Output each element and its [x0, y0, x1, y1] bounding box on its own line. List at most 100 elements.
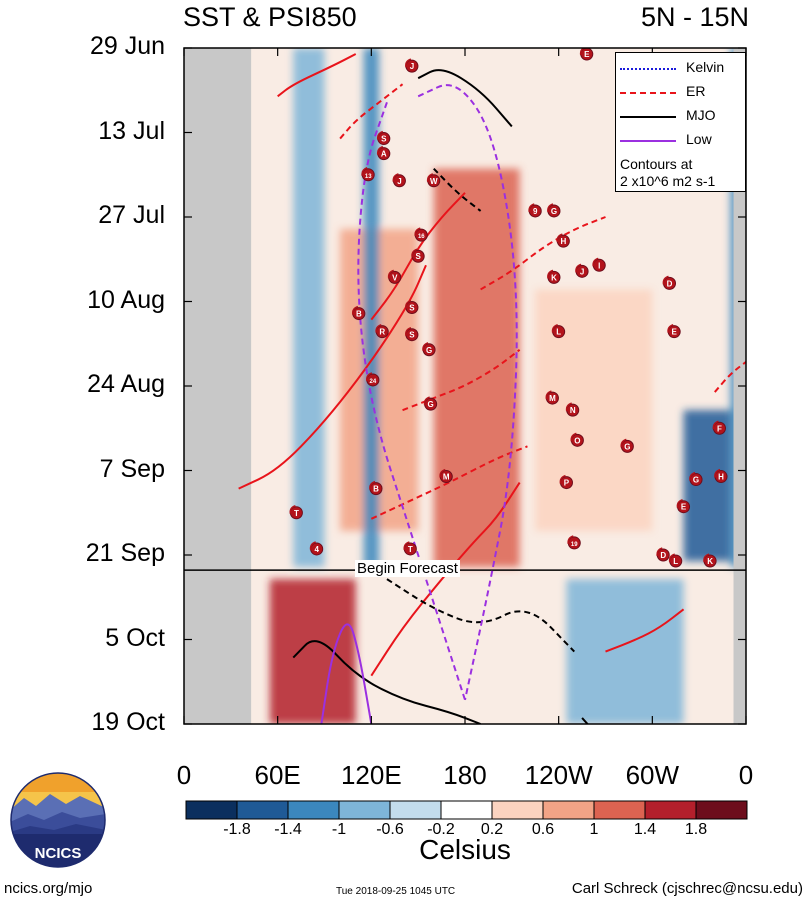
- colorbar-swatch: [389, 800, 442, 820]
- colorbar-tick-label: -0.6: [376, 821, 404, 838]
- storm-marker: D: [656, 547, 670, 562]
- colorbar-swatch: [644, 800, 697, 820]
- storm-marker: L: [668, 553, 683, 568]
- storm-marker: G: [422, 342, 436, 357]
- x-tick-label: 180: [443, 760, 487, 790]
- land-mask: [184, 48, 252, 724]
- x-tick-label: 60E: [254, 760, 301, 790]
- contour-mjo: [417, 69, 513, 128]
- y-tick-label: 7 Sep: [99, 454, 165, 483]
- storm-marker: N: [565, 402, 580, 417]
- storm-marker: 9: [528, 203, 542, 218]
- contour-er: [402, 348, 521, 412]
- storm-marker: H: [556, 233, 570, 248]
- storm-marker: R: [375, 323, 389, 339]
- svg-text:S: S: [409, 304, 415, 313]
- colorbar-swatch: [338, 800, 391, 820]
- contour-low: [417, 84, 518, 701]
- svg-text:E: E: [584, 50, 590, 59]
- contour-mjo: [386, 578, 575, 653]
- storm-marker: G: [547, 203, 561, 218]
- sst-anomaly-region: [433, 168, 520, 568]
- svg-text:J: J: [397, 177, 401, 186]
- storm-marker: S: [411, 248, 425, 263]
- footer-timestamp: Tue 2018-09-25 1045 UTC: [336, 886, 456, 897]
- legend-item-low: Low: [616, 129, 747, 149]
- footer-url: ncics.org/mjo: [4, 880, 93, 897]
- storm-marker: V: [387, 269, 402, 284]
- storm-marker: L: [551, 323, 566, 339]
- storm-marker: G: [689, 471, 703, 487]
- legend: Kelvin ER MJO Low Contours at 2 x10^6 m2…: [615, 52, 746, 192]
- legend-item-er: ER: [616, 81, 747, 101]
- colorbar-tick-label: -1.8: [223, 821, 251, 838]
- svg-text:T: T: [294, 509, 299, 518]
- svg-text:9: 9: [533, 207, 538, 216]
- storm-marker: 24: [366, 372, 380, 387]
- svg-text:24: 24: [370, 379, 377, 385]
- svg-text:4: 4: [314, 545, 319, 554]
- storm-marker: T: [403, 541, 417, 556]
- storm-marker: E: [676, 499, 691, 514]
- svg-text:E: E: [672, 328, 678, 337]
- colorbar-swatch: [491, 800, 544, 820]
- storm-marker: O: [570, 432, 584, 447]
- storm-marker: M: [545, 390, 559, 405]
- svg-text:J: J: [580, 267, 584, 276]
- storm-marker: A: [376, 145, 391, 161]
- colorbar-tick-label: 0.2: [480, 821, 504, 838]
- x-tick-label: 0: [738, 760, 754, 790]
- svg-text:E: E: [681, 503, 687, 512]
- svg-text:P: P: [564, 479, 570, 488]
- svg-text:F: F: [717, 424, 722, 433]
- legend-note: Contours at 2 x10^6 m2 s-1: [620, 156, 716, 189]
- contour-mjo: [292, 640, 481, 724]
- y-tick-label: 29 Jun: [89, 32, 165, 60]
- storm-marker: J: [405, 58, 419, 73]
- y-tick-label: 13 Jul: [98, 116, 165, 145]
- storm-marker: 16: [414, 227, 428, 242]
- storm-marker: E: [579, 48, 594, 61]
- colorbar-swatch: [593, 800, 646, 820]
- contour-low: [320, 623, 373, 724]
- svg-text:N: N: [570, 406, 576, 415]
- contour-er: [339, 83, 404, 140]
- storm-marker: H: [714, 468, 728, 484]
- colorbar-label: Celsius: [419, 834, 511, 865]
- y-tick-label: 24 Aug: [87, 370, 165, 398]
- storm-marker: J: [392, 173, 406, 188]
- colorbar-swatch: [236, 800, 289, 820]
- svg-text:S: S: [381, 135, 387, 144]
- sst-anomaly-region: [683, 410, 731, 562]
- storm-marker: F: [712, 420, 726, 435]
- contour-low: [357, 101, 466, 701]
- colorbar-tick-label: -1.4: [274, 821, 302, 838]
- svg-text:S: S: [415, 252, 421, 261]
- svg-text:K: K: [707, 557, 713, 566]
- colorbar-tick-label: 0.6: [531, 821, 555, 838]
- x-tick-label: 0: [176, 760, 192, 790]
- svg-text:NCICS: NCICS: [35, 845, 82, 862]
- svg-text:16: 16: [418, 234, 425, 240]
- contour-er: [370, 482, 521, 677]
- storm-marker: D: [662, 275, 677, 290]
- contour-er: [480, 216, 606, 291]
- chart-title: SST & PSI850: [183, 2, 357, 32]
- storm-marker: J: [575, 263, 589, 278]
- svg-text:G: G: [693, 476, 699, 485]
- contour-er: [605, 608, 685, 653]
- storm-marker: 19: [567, 535, 581, 550]
- storm-marker: M: [439, 468, 453, 484]
- colorbar-swatch: [440, 800, 493, 820]
- svg-text:G: G: [426, 346, 432, 355]
- ncics-logo: NCICS: [10, 772, 106, 868]
- begin-forecast-label: Begin Forecast: [355, 560, 460, 577]
- svg-text:T: T: [408, 545, 413, 554]
- colorbar-swatch: [287, 800, 340, 820]
- svg-text:G: G: [428, 400, 434, 409]
- storm-marker: W: [426, 173, 441, 188]
- storm-marker: S: [405, 299, 419, 315]
- contour-er: [238, 264, 427, 490]
- colorbar-tick-label: 1: [589, 821, 599, 838]
- svg-text:W: W: [430, 177, 438, 186]
